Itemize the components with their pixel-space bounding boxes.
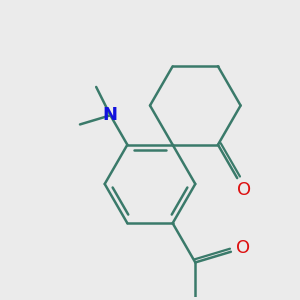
Text: O: O (237, 181, 251, 199)
Text: O: O (236, 239, 250, 257)
Text: N: N (103, 106, 118, 124)
